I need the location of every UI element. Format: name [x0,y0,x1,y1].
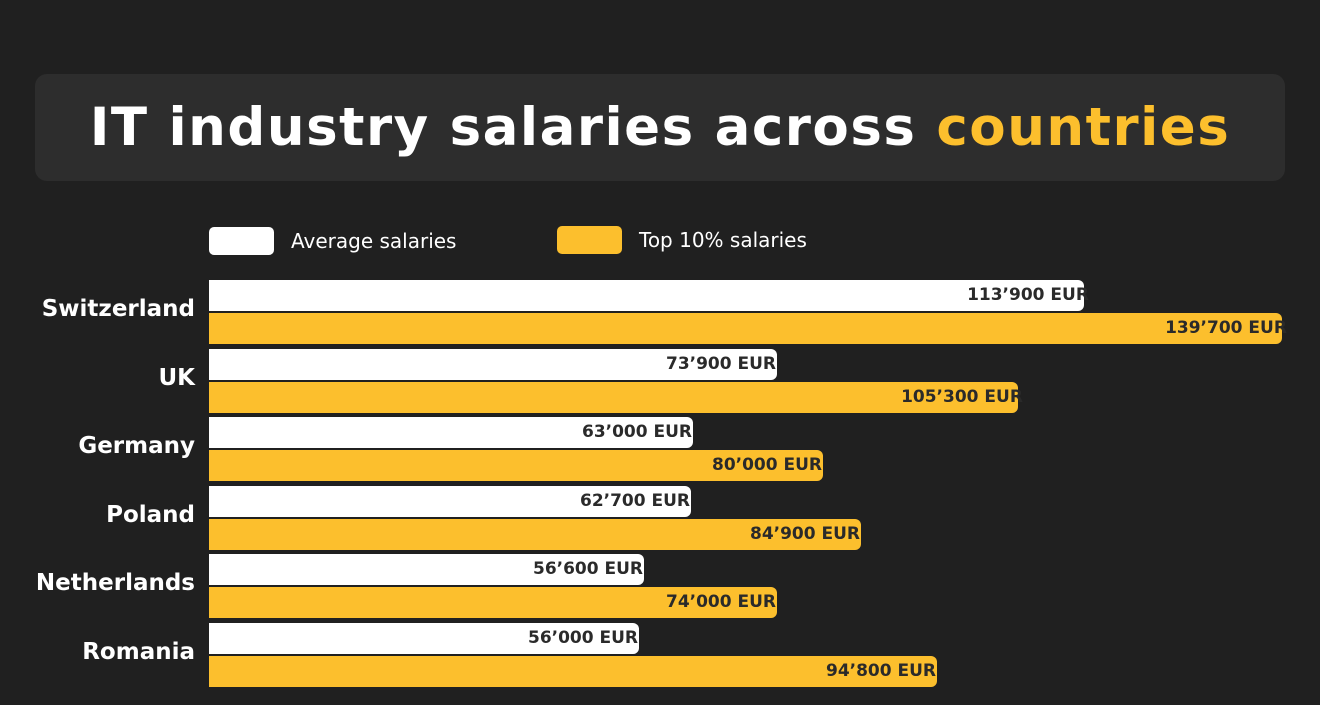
country-label: Switzerland [41,296,195,322]
bar-average: 56’000 EUR [209,622,639,654]
title-prefix: IT industry salaries across [89,97,937,158]
page-title: IT industry salaries across countries [90,97,1231,158]
country-label: Netherlands [35,570,195,596]
bar-value-label: 94’800 EUR [825,660,937,681]
country-label: UK [158,364,196,391]
bar-average: 73’900 EUR [209,348,777,380]
bar-value-label: 56’600 EUR [532,559,644,579]
bar-top10: 139’700 EUR [209,313,1287,344]
country-label: Romania [82,638,195,665]
bar-average: 63’000 EUR [209,417,693,448]
bar-value-label: 105’300 EUR [901,386,1023,407]
bar-average: 62’700 EUR [209,485,691,517]
bar-value-label: 139’700 EUR [1165,318,1287,338]
title-box: IT industry salaries across countries [35,74,1285,181]
legend-average-label: Average salaries [291,229,457,253]
bar-value-label: 73’900 EUR [665,353,777,374]
bar-average: 113’900 EUR [209,280,1089,311]
bar-value-label: 84’900 EUR [749,523,861,544]
bar-top10: 94’800 EUR [209,655,937,687]
legend-top10-swatch [557,226,622,254]
bar-top10: 74’000 EUR [209,587,777,618]
bar-value-label: 113’900 EUR [967,285,1089,305]
bar-top10: 80’000 EUR [209,450,823,481]
bar-value-label: 80’000 EUR [711,455,823,475]
bar-average: 56’600 EUR [209,554,644,585]
title-accent: countries [936,97,1231,158]
bar-value-label: 62’700 EUR [579,490,691,511]
legend-top10: Top 10% salaries [557,226,807,254]
country-label: Germany [78,433,195,459]
legend-average-swatch [209,227,274,255]
bar-value-label: 74’000 EUR [665,592,777,612]
legend-average: Average salaries [209,227,456,255]
bar-top10: 84’900 EUR [209,518,861,550]
bar-value-label: 56’000 EUR [527,627,639,648]
bar-top10: 105’300 EUR [209,381,1023,413]
bar-value-label: 63’000 EUR [581,422,693,442]
country-label: Poland [106,501,195,528]
legend-top10-label: Top 10% salaries [639,228,807,252]
